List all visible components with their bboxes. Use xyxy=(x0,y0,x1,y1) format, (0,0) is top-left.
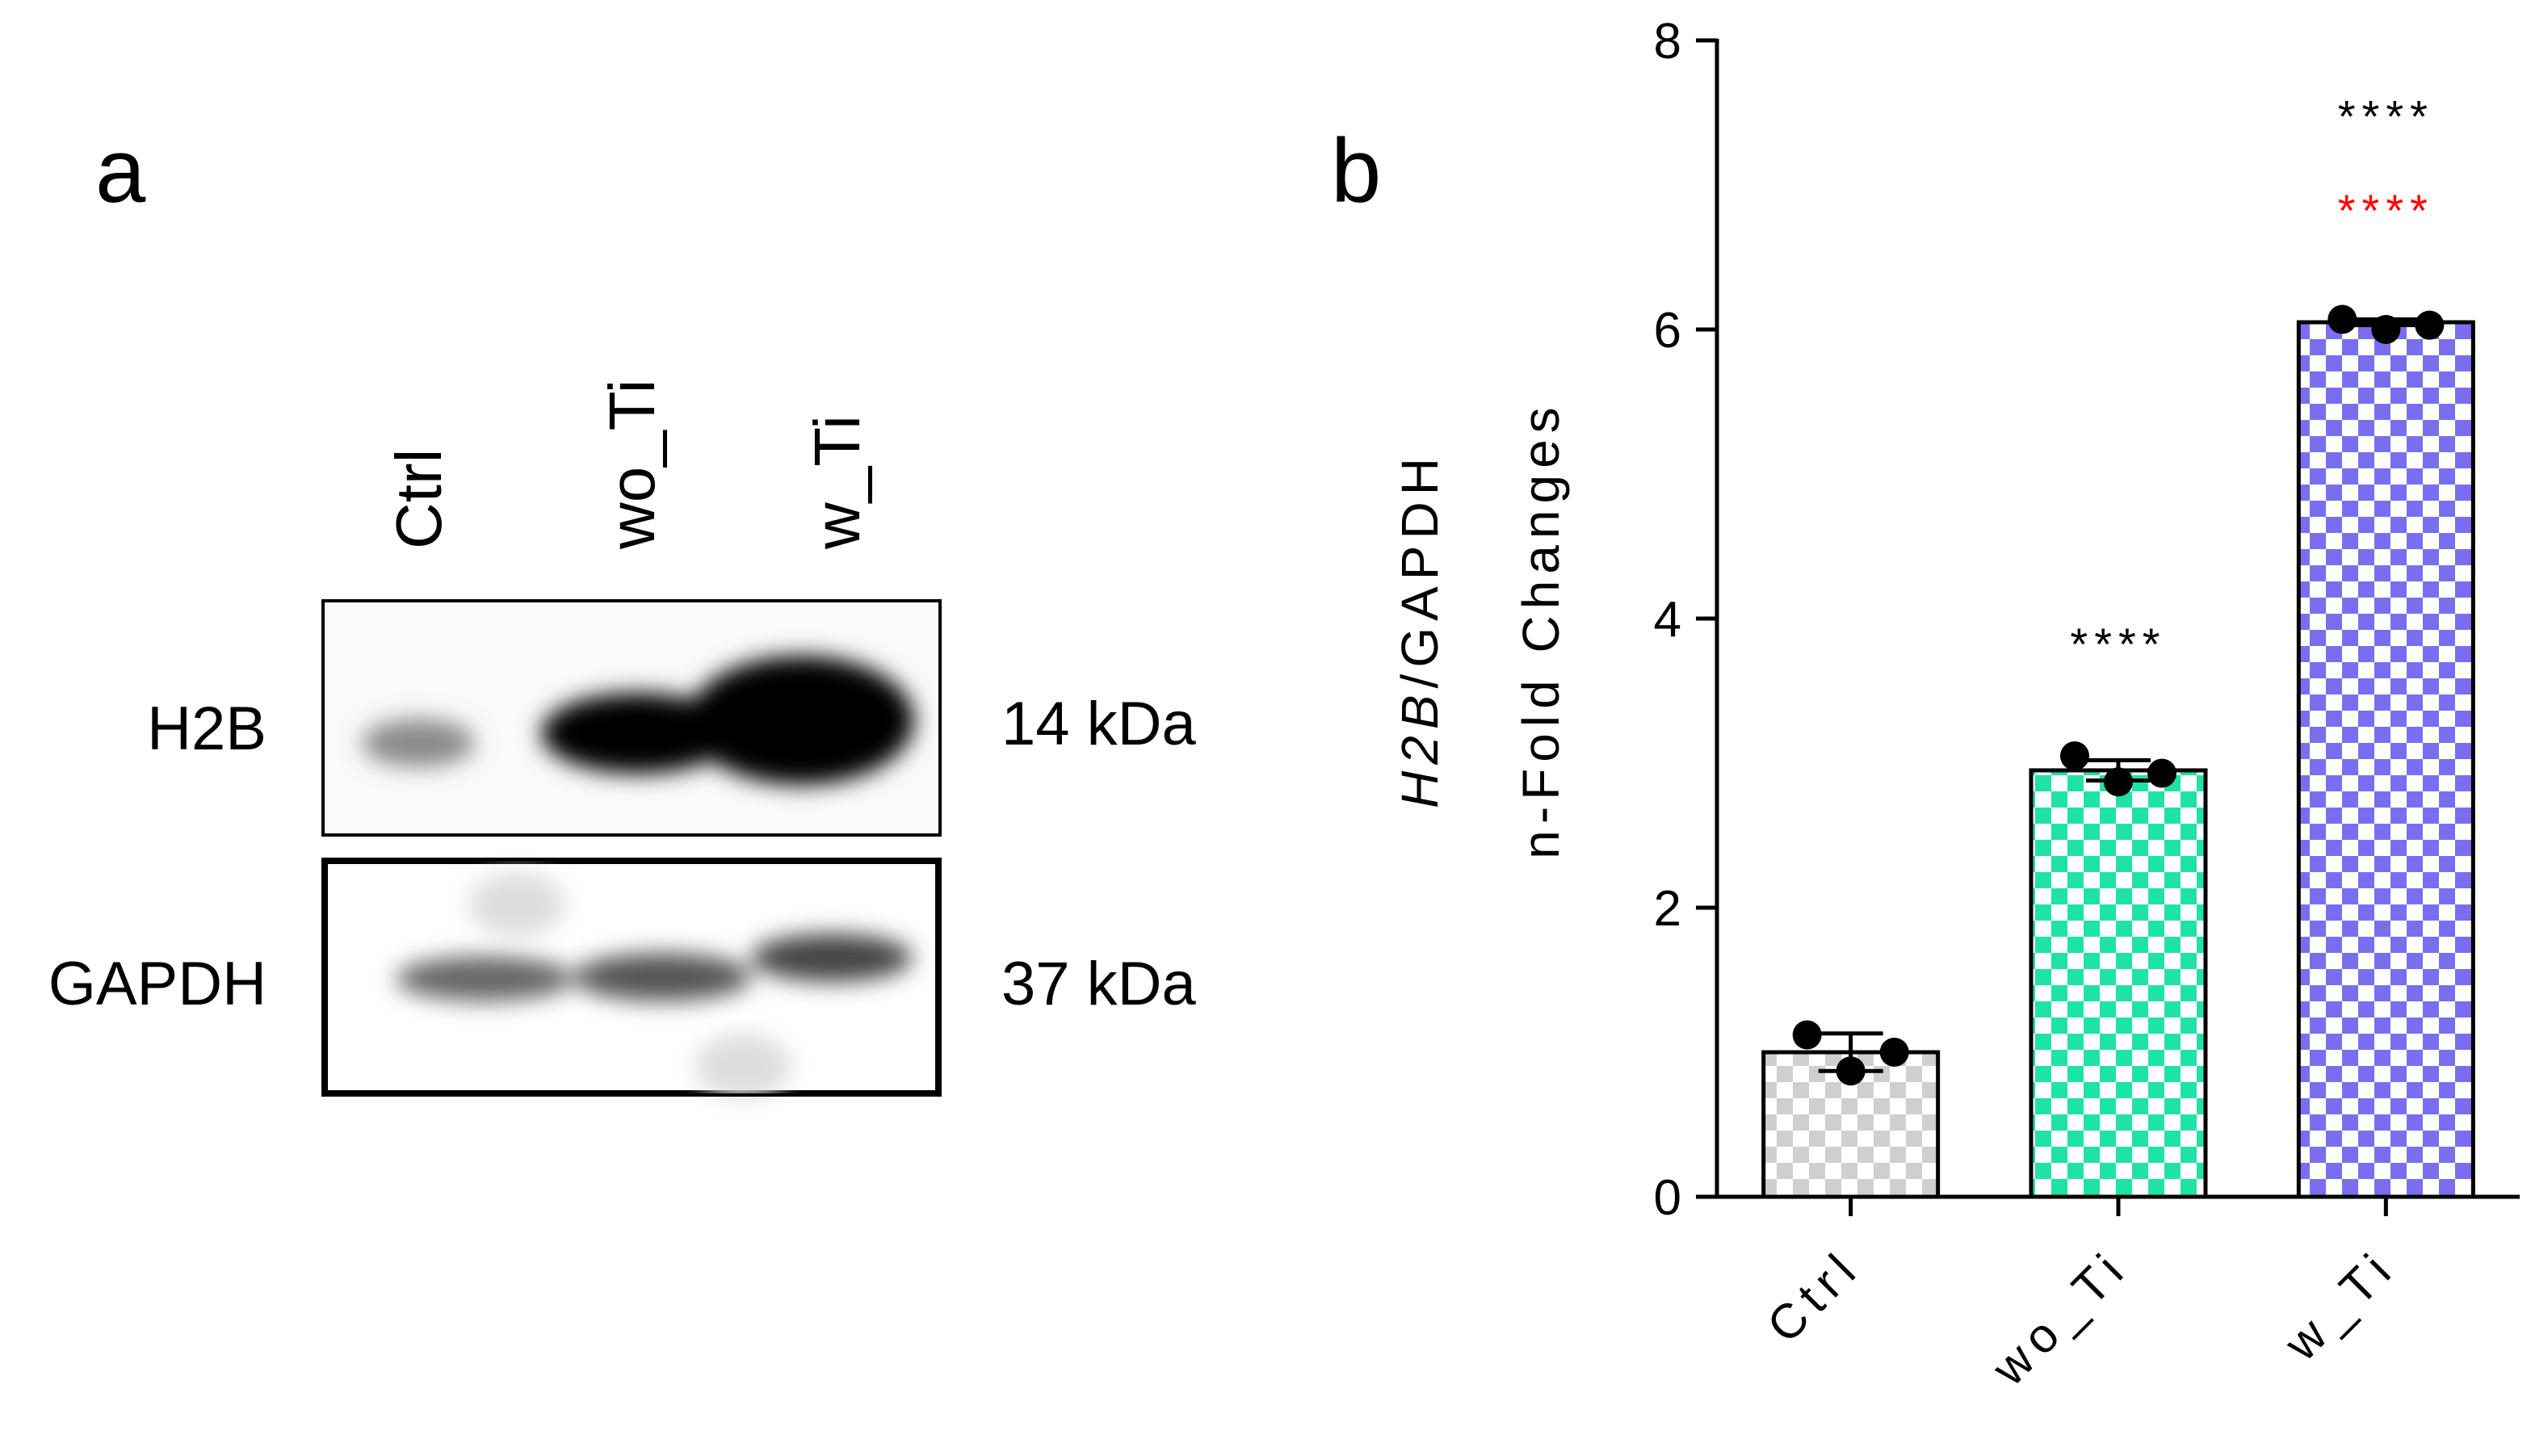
y-axis-ratio: /GAPDH xyxy=(1391,451,1449,688)
data-point xyxy=(2104,767,2133,797)
y-axis-unit: n-Fold Changes xyxy=(1512,401,1570,858)
row-label: GAPDH xyxy=(48,950,267,1018)
y-tick-label: 8 xyxy=(1654,14,1681,69)
size-label: 14 kDa xyxy=(1001,690,1197,758)
y-tick-label: 2 xyxy=(1654,881,1681,937)
h2b-bands xyxy=(362,656,914,785)
data-point xyxy=(2147,758,2176,788)
significance: **** xyxy=(2338,185,2434,236)
y-axis-title: H2B/GAPDH xyxy=(1391,451,1449,808)
x-tick-label: w_Ti xyxy=(2273,1239,2406,1371)
significance: **** xyxy=(2070,619,2166,669)
x-tick-label: Ctrl xyxy=(1757,1239,1871,1353)
panel-label: a xyxy=(95,120,146,221)
gapdh-bands xyxy=(396,872,913,1098)
lane-label: wo_Ti xyxy=(596,380,668,550)
panel-a: a Ctrl wo_Ti w_Ti H2B GAPDH 14 kDa 37 kD… xyxy=(48,120,1197,1098)
data-point xyxy=(1792,1020,1822,1050)
panel-label: b xyxy=(1331,120,1381,221)
bar xyxy=(2296,320,2475,1199)
significance: **** xyxy=(2338,91,2434,142)
blot-frame xyxy=(321,858,942,1097)
data-point xyxy=(2371,315,2401,344)
bar xyxy=(2029,768,2208,1199)
blot-gapdh xyxy=(325,861,938,1093)
data-point xyxy=(2327,304,2357,334)
panel-b: b H2B/GAPDH n-Fold Changes Ctrl wo_Ti w_Ti… xyxy=(1331,14,2520,1396)
lane-label: w_Ti xyxy=(801,415,873,550)
y-tick-label: 0 xyxy=(1654,1170,1681,1226)
lane-label: Ctrl xyxy=(383,449,455,549)
data-point xyxy=(1879,1038,1909,1067)
y-axis-gene: H2B xyxy=(1391,688,1449,808)
data-point xyxy=(2060,741,2089,771)
data-point xyxy=(1836,1056,1866,1086)
y-tick-label: 6 xyxy=(1654,303,1681,359)
data-point xyxy=(2415,310,2445,340)
x-tick-label: wo_Ti xyxy=(1981,1239,2139,1396)
size-label: 37 kDa xyxy=(1001,950,1197,1018)
y-tick-label: 4 xyxy=(1654,592,1681,648)
row-label: H2B xyxy=(147,694,267,763)
